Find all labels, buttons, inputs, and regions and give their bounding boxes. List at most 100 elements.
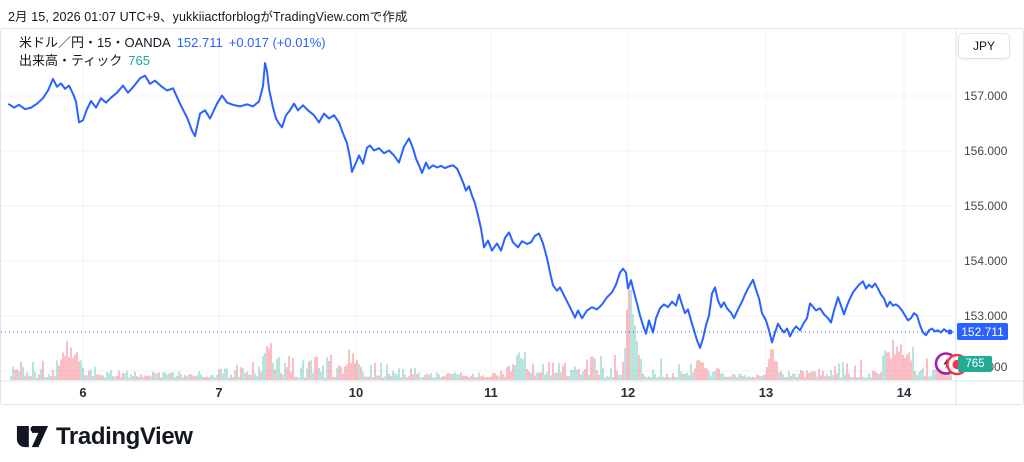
volume-bar — [706, 368, 708, 380]
tradingview-logo-icon — [16, 426, 49, 448]
volume-bar — [516, 355, 518, 380]
volume-bar — [538, 372, 540, 380]
volume-bar — [692, 372, 694, 380]
volume-bar — [700, 362, 702, 380]
legend-symbol-title[interactable]: 米ドル／円・15・OANDA — [19, 35, 171, 50]
volume-bar — [320, 371, 322, 380]
volume-bar — [658, 376, 660, 380]
volume-bar — [874, 371, 876, 380]
volume-bar — [688, 375, 690, 380]
volume-bar — [788, 371, 790, 380]
volume-bar — [318, 367, 320, 380]
volume-bar — [244, 372, 246, 380]
price-line-series[interactable] — [8, 62, 951, 349]
volume-bar — [386, 364, 388, 380]
volume-bar — [566, 375, 568, 380]
volume-bar — [148, 375, 150, 380]
volume-bar — [188, 374, 190, 380]
volume-bar — [134, 371, 136, 380]
volume-bar — [112, 376, 114, 380]
volume-bar — [660, 358, 662, 380]
volume-bar — [158, 372, 160, 380]
volume-bar — [346, 364, 348, 380]
volume-bar — [212, 374, 214, 380]
volume-bar — [72, 357, 74, 380]
volume-bar — [564, 363, 566, 380]
volume-bar — [86, 375, 88, 380]
volume-bar — [570, 369, 572, 380]
volume-bar — [844, 374, 846, 380]
volume-bar — [126, 370, 128, 380]
volume-bar — [836, 373, 838, 380]
volume-bar — [446, 373, 448, 380]
volume-bar — [612, 377, 614, 380]
volume-bar — [808, 372, 810, 380]
volume-bar — [542, 363, 544, 380]
volume-bar — [796, 377, 798, 380]
volume-bar — [522, 359, 524, 380]
tradingview-logo[interactable]: TradingView — [16, 423, 193, 451]
volume-bar — [10, 376, 12, 380]
last-price-badge: 152.711 — [957, 323, 1008, 341]
volume-bar — [94, 366, 96, 380]
volume-bar — [234, 370, 236, 380]
price-axis-label: 157.000 — [964, 89, 1008, 103]
volume-bar — [936, 362, 938, 380]
volume-bar — [920, 370, 922, 380]
volume-bar — [330, 354, 332, 380]
volume-bar — [790, 376, 792, 380]
volume-bar — [818, 368, 820, 380]
volume-bar — [838, 363, 840, 380]
volume-bar — [20, 361, 22, 380]
volume-bar — [882, 355, 884, 380]
volume-bar — [130, 373, 132, 380]
volume-bar — [298, 377, 300, 380]
volume-bar — [736, 377, 738, 380]
volume-bar — [154, 373, 156, 380]
volume-bar — [316, 356, 318, 380]
legend-last-price: 152.711 — [176, 35, 223, 50]
volume-bar — [740, 374, 742, 380]
volume-bar — [490, 376, 492, 380]
volume-bar — [22, 366, 24, 380]
volume-bar — [916, 375, 918, 380]
volume-bar — [474, 377, 476, 380]
volume-bar — [540, 372, 542, 380]
volume-bar — [398, 368, 400, 380]
volume-bar — [732, 373, 734, 380]
volume-bar — [170, 372, 172, 380]
volume-bar — [628, 290, 630, 380]
volume-bar — [420, 377, 422, 380]
volume-bar — [638, 355, 640, 380]
volume-bar — [594, 358, 596, 380]
volume-bar — [284, 363, 286, 380]
volume-bar — [746, 377, 748, 380]
volume-bar — [104, 377, 106, 380]
volume-bar — [716, 368, 718, 380]
volume-bar — [68, 357, 70, 380]
volume-bar — [56, 360, 58, 380]
volume-bar — [896, 346, 898, 380]
volume-bar — [14, 369, 16, 380]
volume-bar — [576, 369, 578, 380]
volume-bar — [784, 377, 786, 380]
volume-bar — [910, 360, 912, 380]
volume-bar — [208, 377, 210, 380]
volume-bar — [296, 376, 298, 380]
volume-bar — [644, 376, 646, 380]
currency-toggle-button[interactable]: JPY — [958, 33, 1010, 59]
volume-bar — [674, 376, 676, 380]
legend-volume-title[interactable]: 出来高・ティック — [19, 53, 123, 68]
volume-bar — [60, 359, 62, 380]
volume-bar — [546, 372, 548, 380]
volume-bar — [526, 368, 528, 380]
volume-bar — [404, 374, 406, 380]
volume-bar — [754, 377, 756, 380]
volume-bar — [534, 375, 536, 380]
volume-bar — [506, 367, 508, 380]
volume-bar — [766, 367, 768, 380]
volume-bar — [878, 373, 880, 380]
volume-bar — [70, 347, 72, 380]
volume-bar — [666, 373, 668, 380]
volume-bar — [774, 360, 776, 380]
